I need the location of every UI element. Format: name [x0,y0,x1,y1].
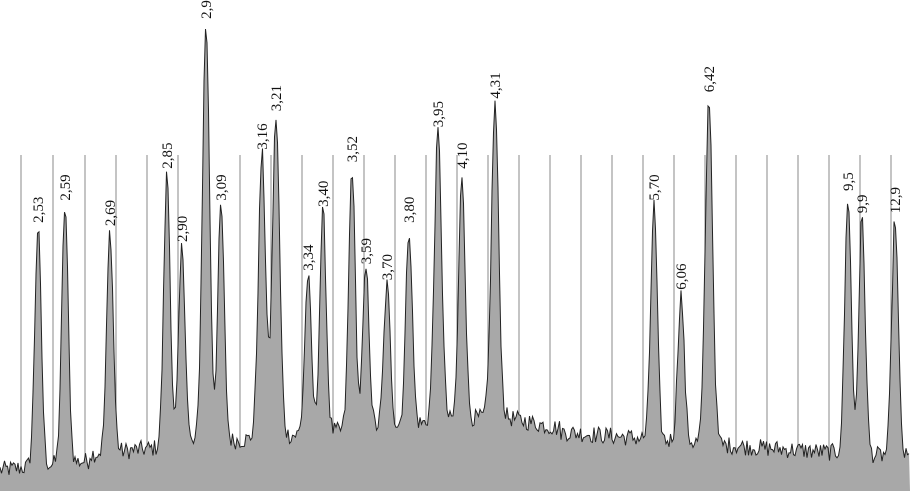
spectrum-line [0,28,910,475]
peak-label-6: 2,98 [199,0,215,19]
spectrum-area [0,29,910,491]
peak-label-19: 5,70 [647,174,663,200]
peak-label-24: 12,9 [888,187,904,213]
peak-label-20: 6,06 [674,263,690,290]
peak-label-23: 9,9 [855,195,871,214]
peak-label-15: 3,80 [402,197,418,223]
peak-label-5: 2,90 [175,216,191,242]
peak-label-12: 3,52 [345,136,361,162]
peak-label-22: 9,5 [841,172,857,191]
peak-label-10: 3,34 [301,244,317,271]
peak-label-9: 3,21 [269,85,285,111]
peak-label-17: 4,10 [455,142,471,168]
peak-label-13: 3,59 [359,238,375,264]
peak-label-3: 2,69 [103,200,119,226]
peak-label-8: 3,16 [255,123,271,150]
peak-label-18: 4,31 [488,72,504,98]
peak-label-11: 3,40 [316,181,332,207]
peak-label-7: 3,09 [214,174,230,200]
peak-label-21: 6,42 [702,66,718,92]
peak-labels: 2,53 2,59 2,69 2,85 2,90 2,98 3,09 3,16 3,21 3,34… [31,0,904,290]
peak-label-1: 2,53 [31,197,47,223]
peak-label-4: 2,85 [160,142,176,168]
peak-label-14: 3,70 [380,254,396,280]
peak-label-2: 2,59 [58,174,74,200]
peak-label-16: 3,95 [431,101,447,127]
